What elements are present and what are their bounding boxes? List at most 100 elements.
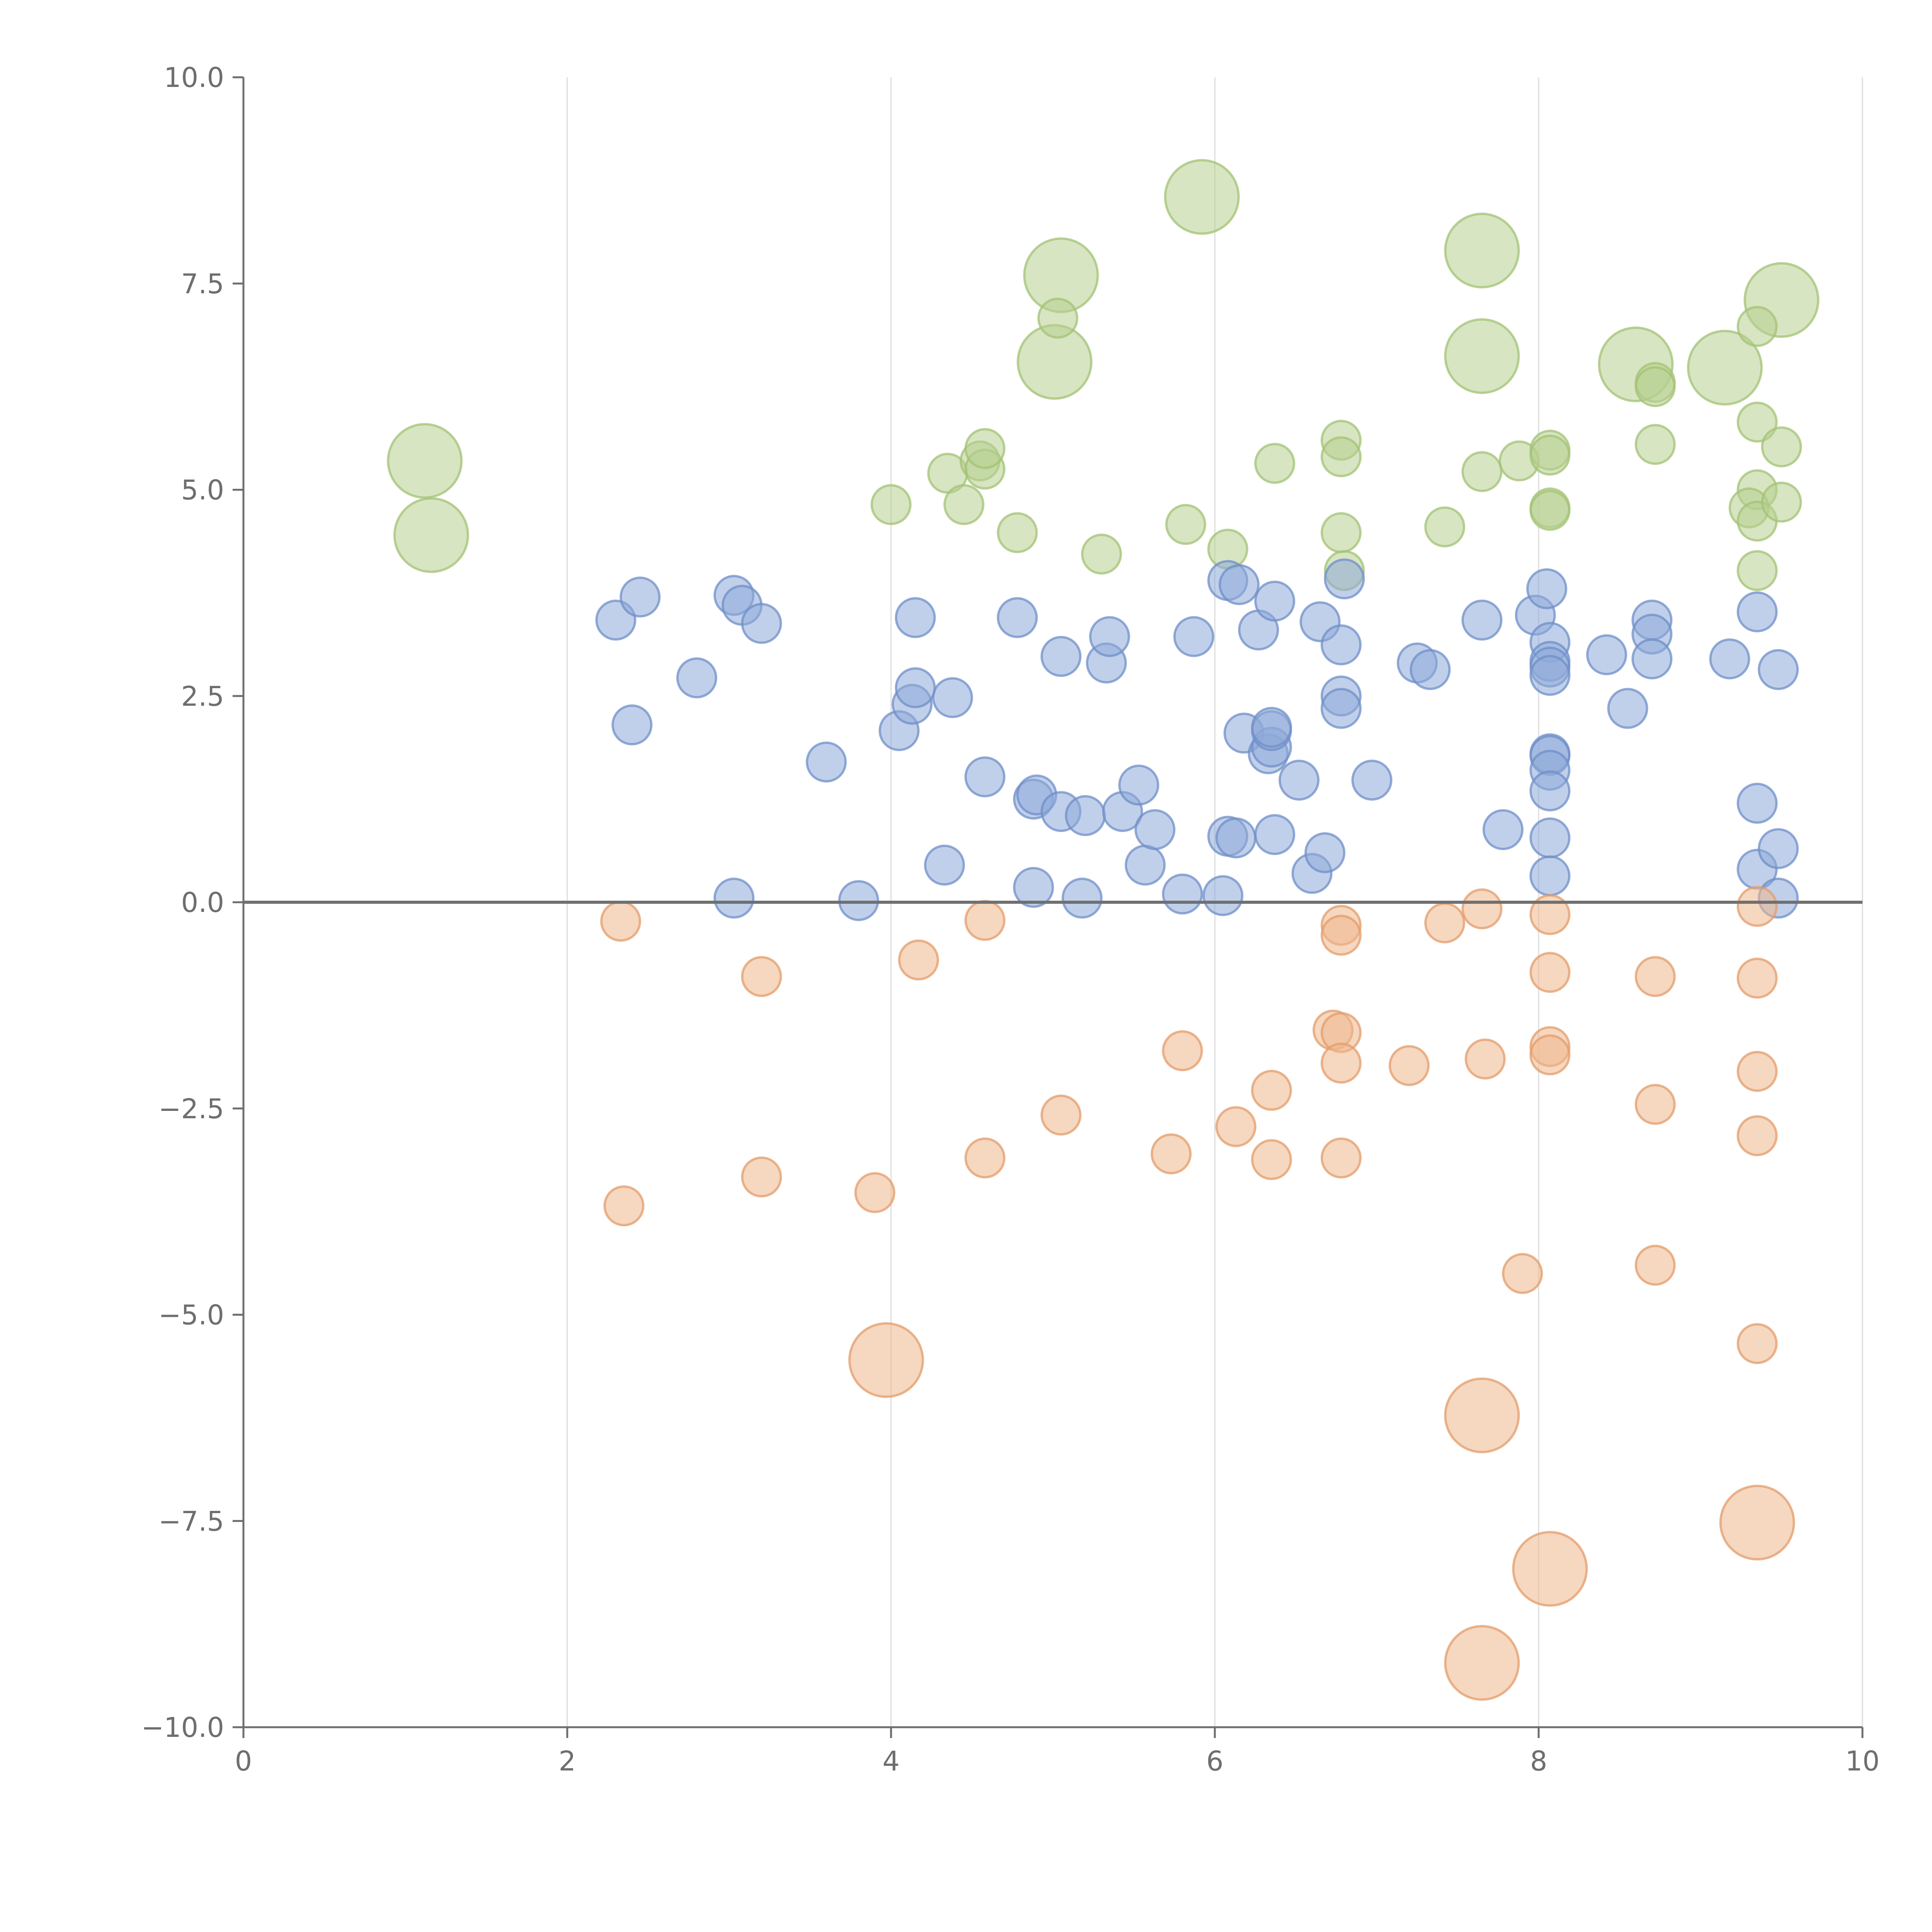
x-tick-label-2: 4 xyxy=(883,1745,900,1777)
bubble-upper-32 xyxy=(1529,490,1571,531)
bubble-upper-5 xyxy=(1164,159,1240,235)
bubble-middle-7 xyxy=(713,878,755,919)
bubble-middle-49 xyxy=(1304,832,1345,873)
bubble-layer xyxy=(387,159,1820,1701)
bubble-middle-46 xyxy=(1278,760,1320,801)
x-tick-label-0: 0 xyxy=(235,1745,252,1777)
bubble-middle-24 xyxy=(1061,878,1103,919)
bubble-lower-38 xyxy=(1736,1051,1778,1092)
bubble-lower-25 xyxy=(1444,1378,1520,1453)
bubble-middle-54 xyxy=(1351,760,1393,801)
bubble-lower-10 xyxy=(1150,1133,1192,1175)
bubble-middle-31 xyxy=(1162,873,1203,915)
bubble-upper-13 xyxy=(943,484,985,525)
bubble-middle-57 xyxy=(1461,599,1503,641)
bubble-middle-23 xyxy=(1065,795,1106,836)
bubble-lower-40 xyxy=(1736,1323,1778,1364)
bubble-middle-15 xyxy=(924,844,965,886)
bubble-middle-44 xyxy=(1254,580,1295,622)
bubble-lower-22 xyxy=(1424,902,1465,944)
bubble-upper-7 xyxy=(1444,318,1520,394)
bubble-middle-58 xyxy=(1482,809,1524,850)
bubble-middle-16 xyxy=(964,756,1005,798)
x-tick-label-5: 10 xyxy=(1845,1745,1879,1777)
y-tick-label-3: 2.5 xyxy=(181,680,224,712)
axes: 10.0 7.5 5.0 2.5 0.0 −2.5 −5.0 −7.5 −10.0 0 2 4 6 8 10 xyxy=(141,62,1879,1777)
bubble-lower-0 xyxy=(600,901,641,942)
bubble-upper-4 xyxy=(1037,298,1078,339)
bubble-lower-18 xyxy=(1320,915,1362,956)
bubble-middle-77 xyxy=(1736,591,1778,633)
bubble-lower-23 xyxy=(1461,888,1503,930)
bubble-upper-1 xyxy=(393,497,469,573)
y-tick-label-5: −2.5 xyxy=(158,1093,224,1125)
bubble-middle-33 xyxy=(1202,875,1243,916)
bubble-middle-1 xyxy=(619,577,661,618)
bubble-lower-7 xyxy=(964,900,1005,941)
bubble-middle-68 xyxy=(1529,770,1571,811)
bubble-lower-31 xyxy=(1529,1034,1571,1075)
x-tick-label-1: 2 xyxy=(559,1745,576,1777)
bubble-upper-35 xyxy=(1634,424,1676,465)
bubble-lower-37 xyxy=(1736,957,1778,999)
bubble-middle-50 xyxy=(1320,624,1362,665)
bubble-middle-37 xyxy=(1218,564,1260,605)
bubble-middle-9 xyxy=(838,880,879,921)
bubble-middle-69 xyxy=(1529,817,1571,859)
bubble-upper-24 xyxy=(1320,512,1362,553)
bubble-lower-6 xyxy=(898,939,939,981)
bubble-middle-60 xyxy=(1526,568,1567,609)
x-tick-label-3: 6 xyxy=(1206,1745,1224,1777)
y-tick-label-7: −7.5 xyxy=(158,1505,224,1537)
bubble-middle-2 xyxy=(611,704,653,745)
bubble-lower-13 xyxy=(1251,1070,1292,1111)
bubble-lower-5 xyxy=(848,1322,924,1398)
bubble-upper-21 xyxy=(1254,443,1295,484)
bubble-middle-13 xyxy=(895,597,936,638)
bubble-middle-32 xyxy=(1173,616,1214,657)
bubble-lower-34 xyxy=(1634,1084,1676,1125)
bubble-lower-36 xyxy=(1736,886,1778,927)
bubble-lower-8 xyxy=(964,1137,1005,1179)
y-tick-label-6: −5.0 xyxy=(158,1299,224,1331)
bubble-upper-37 xyxy=(1736,401,1778,443)
bubble-upper-6 xyxy=(1444,213,1520,289)
bubble-middle-28 xyxy=(1118,764,1160,806)
bubble-lower-12 xyxy=(1215,1106,1257,1147)
bubble-upper-41 xyxy=(1736,550,1778,591)
bubble-lower-27 xyxy=(1502,1253,1543,1294)
y-tick-label-8: −10.0 xyxy=(141,1712,224,1743)
bubble-upper-42 xyxy=(1761,426,1802,468)
bubble-upper-0 xyxy=(387,423,463,499)
bubble-middle-43 xyxy=(1251,707,1292,748)
bubble-middle-30 xyxy=(1134,809,1175,850)
bubble-lower-19 xyxy=(1320,1043,1362,1084)
bubble-lower-35 xyxy=(1634,1245,1676,1286)
bubble-middle-12 xyxy=(895,667,936,708)
bubble-middle-78 xyxy=(1736,782,1778,824)
bubble-middle-17 xyxy=(997,597,1038,638)
bubble-middle-35 xyxy=(1215,817,1257,859)
bubble-middle-76 xyxy=(1709,638,1750,680)
bubble-middle-22 xyxy=(1040,636,1082,677)
bubble-middle-53 xyxy=(1324,558,1365,600)
bubble-upper-18 xyxy=(1081,534,1122,575)
bubble-lower-24 xyxy=(1464,1038,1506,1080)
bubble-lower-39 xyxy=(1736,1115,1778,1156)
bubble-lower-41 xyxy=(1719,1485,1795,1561)
bubble-middle-70 xyxy=(1529,855,1571,896)
y-tick-label-0: 10.0 xyxy=(164,62,224,94)
bubble-middle-64 xyxy=(1529,655,1571,696)
bubble-lower-26 xyxy=(1444,1625,1520,1701)
bubble-lower-20 xyxy=(1320,1137,1362,1179)
bubble-middle-6 xyxy=(741,603,782,644)
bubble-middle-8 xyxy=(806,742,847,783)
bubble-lower-32 xyxy=(1512,1531,1588,1607)
bubble-lower-11 xyxy=(1162,1030,1203,1071)
bubble-upper-30 xyxy=(1529,434,1571,476)
bubble-middle-20 xyxy=(1013,867,1054,908)
bubble-lower-4 xyxy=(854,1172,896,1213)
bubble-upper-23 xyxy=(1320,436,1362,478)
bubble-middle-52 xyxy=(1320,688,1362,729)
bubble-middle-56 xyxy=(1410,649,1451,690)
